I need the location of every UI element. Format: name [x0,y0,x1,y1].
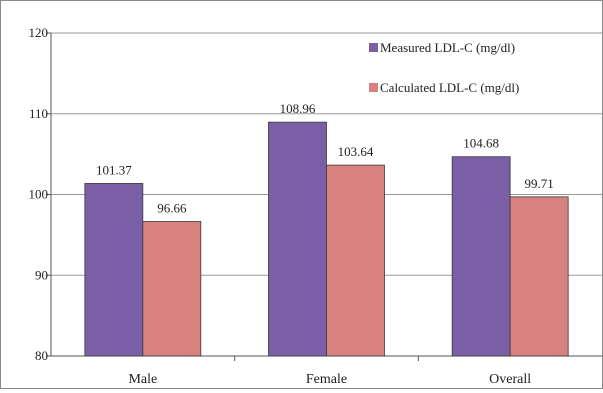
data-label: 103.64 [338,144,374,159]
category-label: Female [306,372,347,387]
data-label: 108.96 [280,101,316,116]
bar-male-measured [84,183,144,357]
bar-male-calculated [142,221,202,357]
bar-female-measured [268,121,327,357]
category-label: Male [128,372,157,387]
bars [84,121,569,357]
y-tick-label: 80 [35,348,48,363]
bar-female-calculated [326,164,385,357]
data-labels: 101.37 96.66 108.96 103.64 104.68 99.71 [96,101,554,215]
data-label: 101.37 [96,162,132,177]
axes: 80 90 100 110 120 Male Female Overall [29,25,602,387]
y-tick-label: 120 [29,25,49,40]
y-tick-label: 100 [29,187,49,202]
legend-swatch-calculated [369,83,378,92]
category-label: Overall [489,372,531,387]
y-tick-label: 110 [29,106,48,121]
y-tick-label: 90 [35,267,48,282]
data-label: 99.71 [525,176,554,191]
bar-overall-calculated [509,196,569,357]
legend: Measured LDL-C (mg/dl) Calculated LDL-C … [369,40,519,95]
legend-label-measured: Measured LDL-C (mg/dl) [380,40,515,55]
data-label: 96.66 [157,200,187,215]
bar-overall-measured [451,156,511,357]
legend-swatch-measured [369,43,378,52]
data-label: 104.68 [463,136,499,151]
legend-label-calculated: Calculated LDL-C (mg/dl) [380,80,519,95]
